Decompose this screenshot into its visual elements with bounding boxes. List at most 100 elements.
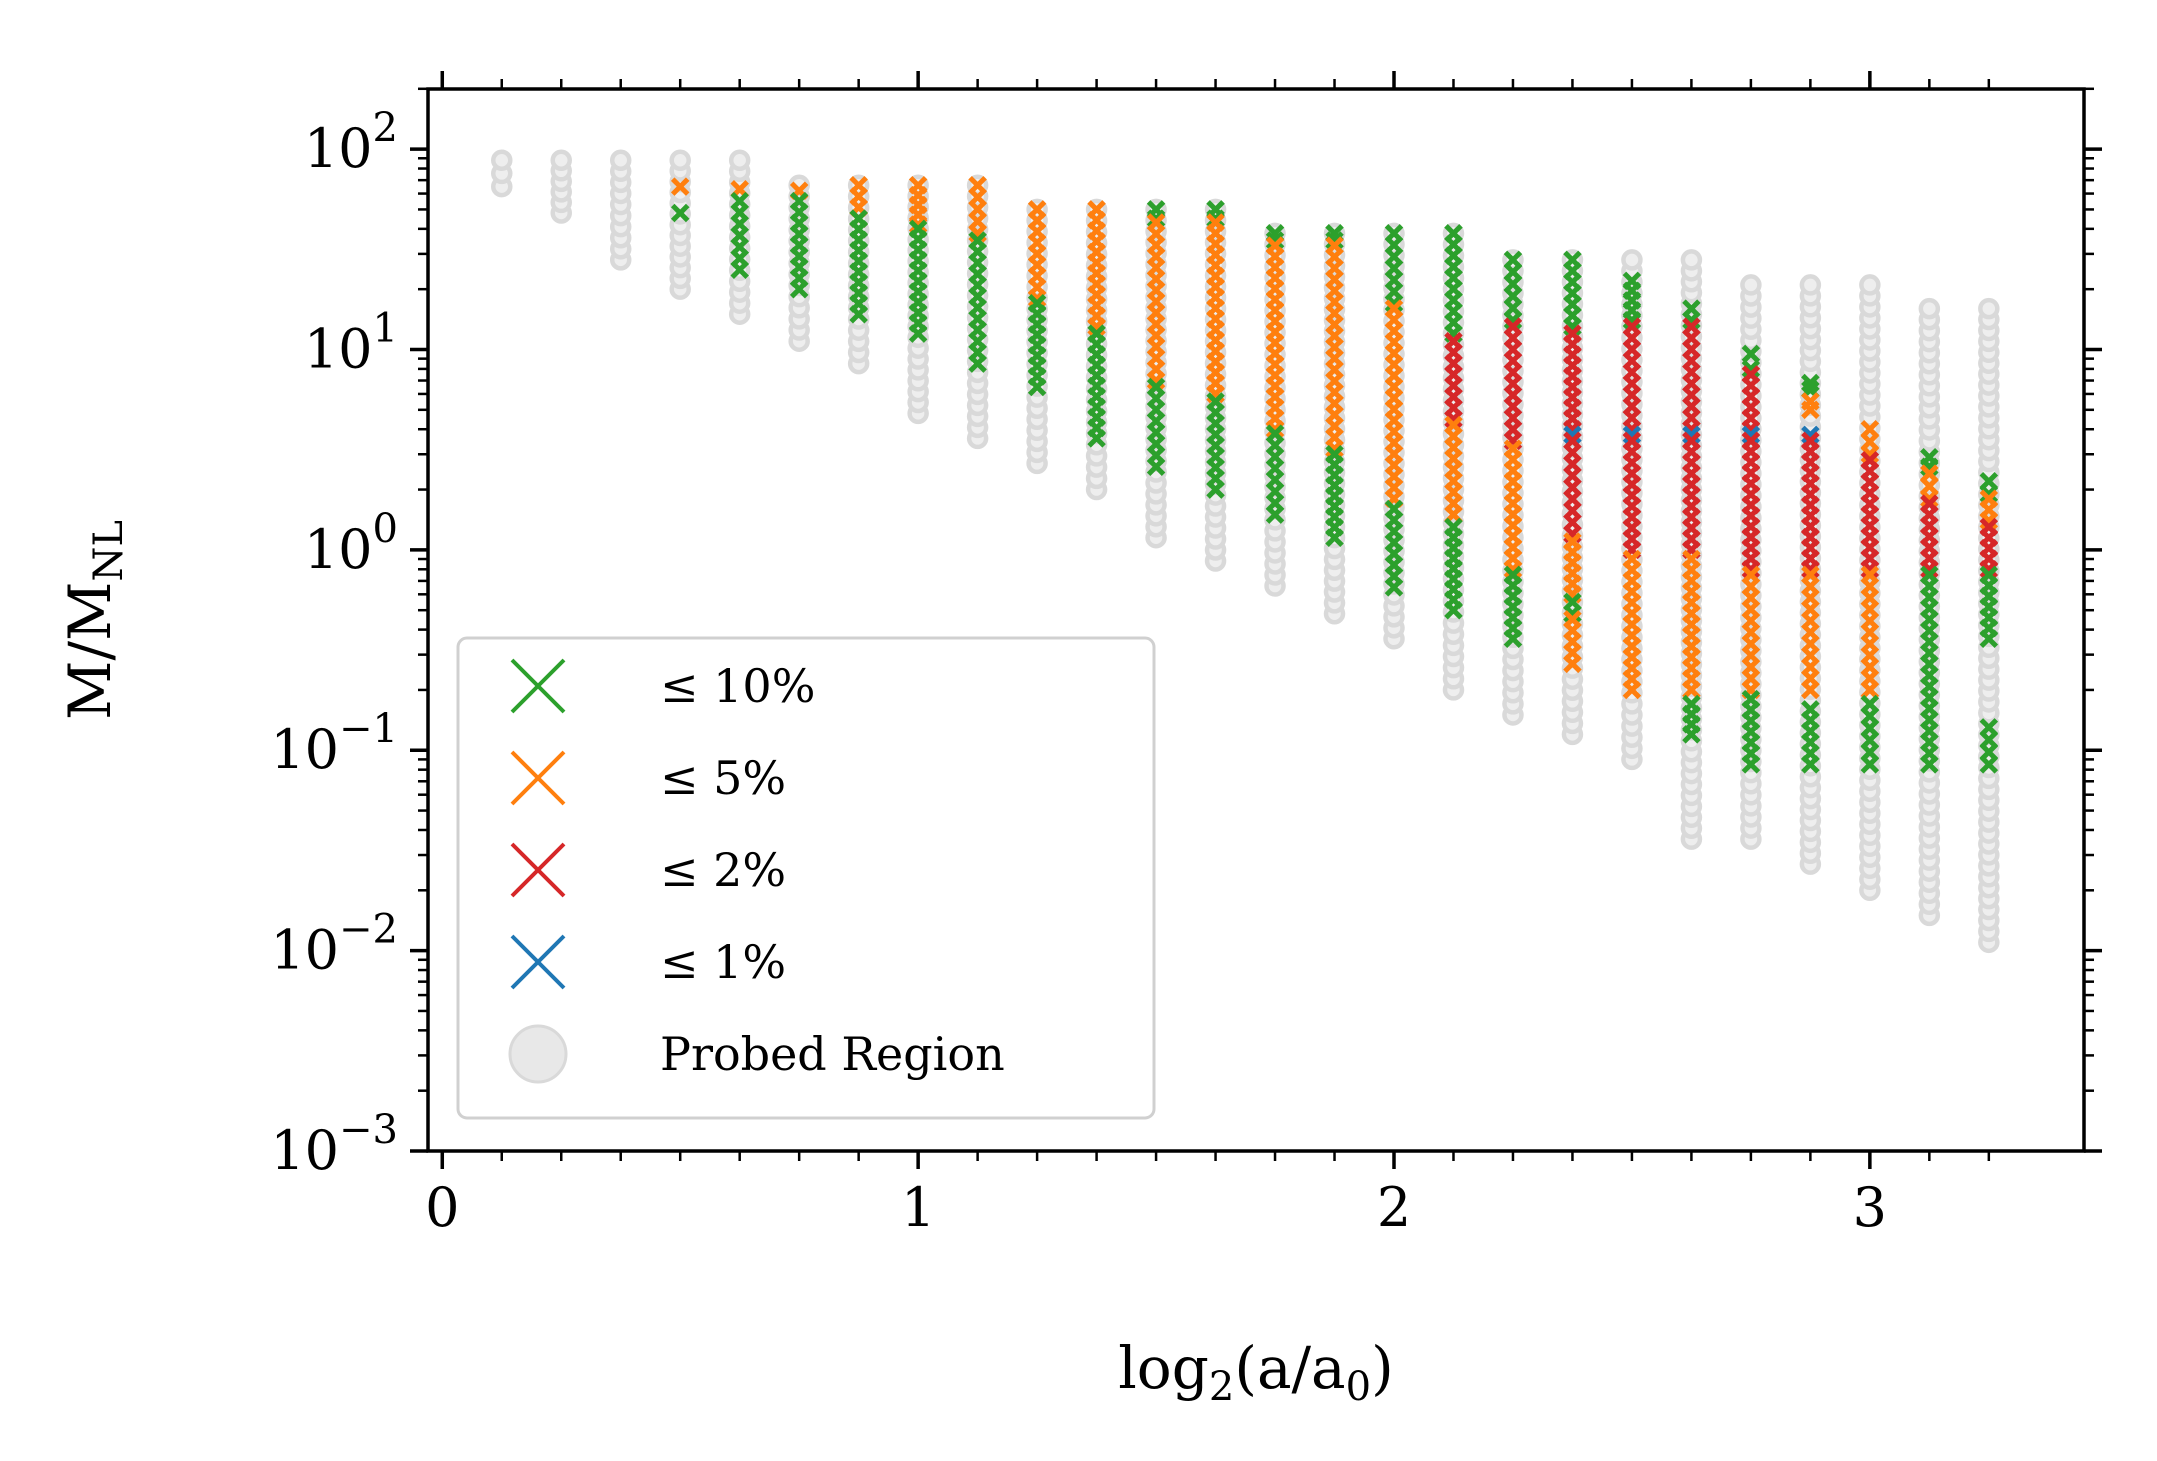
- accuracy-point-p10: [1979, 565, 1999, 585]
- tick-labels: 0 1 2 3 102 101 100 10−1 10−2 10−3: [270, 105, 1887, 1239]
- accuracy-point-p10: [1920, 447, 1939, 467]
- legend-label-p2: ≤ 2%: [660, 843, 786, 897]
- accuracy-point-p10: [1622, 271, 1642, 291]
- accuracy-point-p5: [670, 177, 690, 196]
- accuracy-point-p2: [1444, 331, 1463, 351]
- accuracy-point-p5: [1146, 213, 1166, 232]
- probed-point: [1859, 274, 1881, 296]
- accuracy-point-p10: [1860, 694, 1880, 714]
- x-tick-label: 1: [901, 1176, 935, 1239]
- plot-frame: [426, 87, 2086, 1153]
- accuracy-point-p5: [1563, 532, 1582, 551]
- x-tick-label: 3: [1853, 1176, 1887, 1239]
- accuracy-point-p10: [1920, 565, 1939, 585]
- y-tick-label: 102: [304, 105, 398, 180]
- accuracy-point-p2: [1563, 431, 1582, 451]
- accuracy-point-p5: [1801, 392, 1820, 411]
- accuracy-point-p5: [1860, 419, 1880, 439]
- probed-point: [1621, 249, 1643, 271]
- accuracy-point-p5: [1563, 610, 1582, 629]
- accuracy-point-p10: [1265, 424, 1285, 443]
- accuracy-point-p10: [1503, 250, 1523, 270]
- accuracy-point-p1: [1563, 425, 1582, 445]
- legend-label-p1: ≤ 1%: [660, 935, 786, 989]
- accuracy-point-p10: [1801, 700, 1820, 719]
- accuracy-point-p2: [1622, 317, 1642, 336]
- y-tick-label: 101: [304, 305, 398, 380]
- accuracy-point-p10: [1444, 517, 1463, 537]
- accuracy-point-p10: [1741, 689, 1761, 709]
- accuracy-point-p5: [1206, 213, 1225, 232]
- probed-point: [1918, 297, 1941, 320]
- accuracy-point-p2: [1741, 431, 1761, 451]
- accuracy-point-p5: [849, 176, 868, 195]
- probed-point: [1740, 274, 1762, 296]
- accuracy-point-p10: [730, 191, 749, 211]
- accuracy-point-p10: [1741, 344, 1761, 364]
- legend-marker-p5: [510, 750, 566, 806]
- probed-point: [669, 149, 691, 171]
- accuracy-point-p10: [1444, 224, 1463, 243]
- accuracy-point-p5: [1444, 415, 1463, 435]
- accuracy-point-p10: [670, 203, 690, 223]
- accuracy-point-p5: [1325, 236, 1344, 255]
- accuracy-point-p10: [1087, 324, 1106, 343]
- legend-marker-probed: [508, 1024, 568, 1084]
- accuracy-point-p10: [789, 191, 809, 211]
- accuracy-point-p10: [1563, 250, 1582, 270]
- accuracy-point-p5: [1741, 565, 1761, 585]
- y-tick-label: 100: [304, 506, 398, 581]
- accuracy-point-p1: [1622, 425, 1642, 445]
- probed-point: [491, 149, 513, 171]
- accuracy-point-p2: [1563, 324, 1582, 343]
- accuracy-point-p5: [968, 176, 987, 195]
- probed-point: [728, 149, 751, 171]
- probed-point: [1978, 297, 2000, 320]
- accuracy-point-p5: [1087, 200, 1106, 219]
- accuracy-point-p1: [1682, 425, 1701, 445]
- accuracy-point-p5: [1801, 565, 1820, 585]
- legend: ≤ 10% ≤ 5% ≤ 2% ≤ 1% Probed Region: [456, 636, 1156, 1120]
- accuracy-point-p10: [1682, 694, 1701, 714]
- accuracy-point-p2: [1801, 431, 1820, 451]
- accuracy-point-p2: [1682, 317, 1701, 336]
- y-tick-label: 10−1: [270, 706, 398, 781]
- accuracy-point-p10: [908, 219, 928, 239]
- accuracy-point-p5: [1860, 565, 1880, 585]
- accuracy-point-p1: [1741, 425, 1761, 445]
- accuracy-point-p10: [1384, 499, 1404, 519]
- probed-point: [550, 149, 572, 171]
- accuracy-point-p10: [1503, 565, 1523, 585]
- accuracy-point-p5: [1920, 464, 1939, 483]
- accuracy-point-p5: [1027, 200, 1047, 219]
- accuracy-point-p10: [1325, 444, 1344, 464]
- accuracy-point-p5: [1503, 439, 1523, 458]
- accuracy-point-p10: [1206, 392, 1225, 411]
- probed-point: [609, 149, 632, 171]
- data-markers: [491, 149, 2000, 954]
- x-tick-label: 0: [425, 1176, 459, 1239]
- accuracy-point-p10: [1146, 377, 1166, 397]
- accuracy-point-p5: [1979, 489, 1999, 508]
- probed-point: [1799, 274, 1822, 296]
- x-tick-label: 2: [1377, 1176, 1411, 1239]
- accuracy-point-p2: [1860, 450, 1880, 470]
- accuracy-point-p10: [1979, 718, 1999, 737]
- accuracy-point-p10: [849, 209, 868, 228]
- accuracy-point-p10: [1741, 359, 1761, 379]
- accuracy-point-p10: [1563, 592, 1582, 612]
- accuracy-point-p5: [908, 176, 928, 195]
- y-tick-label: 10−2: [270, 907, 398, 982]
- legend-label-probed: Probed Region: [660, 1027, 1005, 1081]
- accuracy-point-p10: [1027, 294, 1047, 313]
- legend-label-p5: ≤ 5%: [660, 751, 786, 805]
- accuracy-point-p2: [1503, 317, 1523, 336]
- accuracy-point-p10: [1384, 224, 1404, 243]
- legend-marker-p10: [510, 658, 566, 714]
- y-tick-label: 10−3: [270, 1107, 398, 1182]
- accuracy-point-p10: [1801, 373, 1820, 393]
- accuracy-point-p2: [1979, 517, 1999, 537]
- accuracy-point-p2: [1622, 431, 1642, 451]
- accuracy-point-p10: [1979, 471, 1999, 491]
